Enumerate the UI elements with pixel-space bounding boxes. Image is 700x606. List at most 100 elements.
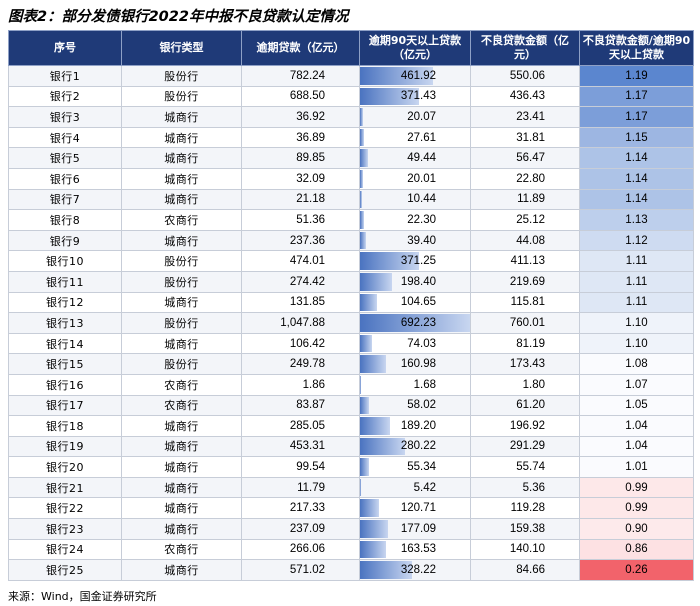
overdue-loan-cell: 274.42 — [241, 270, 360, 293]
overdue90-data-bar — [360, 520, 389, 538]
overdue90-data-bar — [360, 561, 413, 579]
overdue90-value: 328.22 — [400, 564, 436, 577]
overdue-loan-cell: 782.24 — [241, 65, 360, 87]
table-row: 银行7 城商行 21.18 10.44 11.89 1.14 — [8, 188, 694, 211]
overdue90-cell: 74.03 — [359, 332, 471, 355]
bank-name-cell: 银行25 — [8, 559, 122, 581]
overdue90-data-bar — [360, 437, 405, 456]
overdue90-cell: 461.92 — [359, 65, 471, 87]
bank-type-cell: 城商行 — [121, 229, 242, 252]
table-row: 银行6 城商行 32.09 20.01 22.80 1.14 — [8, 167, 694, 190]
npl-amount-cell: 219.69 — [470, 270, 580, 293]
table-row: 银行9 城商行 237.36 39.40 44.08 1.12 — [8, 229, 694, 252]
overdue-loan-cell: 1,047.88 — [241, 312, 360, 334]
bank-name-cell: 银行6 — [8, 167, 122, 190]
overdue90-data-bar — [360, 128, 365, 147]
ratio-cell: 1.04 — [579, 435, 694, 458]
bank-name-cell: 银行24 — [8, 538, 122, 561]
overdue90-value: 280.22 — [400, 440, 436, 453]
bank-type-cell: 城商行 — [121, 497, 242, 520]
overdue90-data-bar — [360, 272, 392, 291]
overdue-loan-cell: 21.18 — [241, 188, 360, 211]
bank-type-cell: 城商行 — [121, 456, 242, 478]
overdue90-value: 104.65 — [400, 296, 436, 309]
overdue90-cell: 22.30 — [359, 209, 471, 231]
overdue90-cell: 27.61 — [359, 126, 471, 149]
bank-name-cell: 银行13 — [8, 312, 122, 334]
table-row: 银行11 股份行 274.42 198.40 219.69 1.11 — [8, 270, 694, 293]
npl-amount-cell: 31.81 — [470, 126, 580, 149]
overdue90-data-bar — [360, 458, 369, 476]
bank-name-cell: 银行15 — [8, 353, 122, 375]
overdue90-value: 10.44 — [407, 193, 436, 206]
bank-type-cell: 城商行 — [121, 126, 242, 149]
ratio-cell: 1.01 — [579, 456, 694, 478]
header-cell: 不良贷款金额/逾期90天以上贷款 — [579, 30, 694, 66]
npl-amount-cell: 22.80 — [470, 167, 580, 190]
npl-amount-cell: 196.92 — [470, 415, 580, 437]
ratio-cell: 1.12 — [579, 229, 694, 252]
overdue-loan-cell: 571.02 — [241, 559, 360, 581]
npl-amount-cell: 291.29 — [470, 435, 580, 458]
overdue90-data-bar — [360, 211, 364, 229]
ratio-cell: 1.05 — [579, 394, 694, 417]
overdue90-data-bar — [360, 231, 367, 250]
overdue90-cell: 5.42 — [359, 476, 471, 499]
overdue90-value: 461.92 — [400, 69, 436, 82]
npl-amount-cell: 411.13 — [470, 250, 580, 272]
overdue-loan-cell: 36.89 — [241, 126, 360, 149]
overdue90-value: 55.34 — [407, 461, 436, 474]
overdue-loan-cell: 285.05 — [241, 415, 360, 437]
table-row: 银行16 农商行 1.86 1.68 1.80 1.07 — [8, 373, 694, 396]
ratio-cell: 0.99 — [579, 476, 694, 499]
bank-name-cell: 银行10 — [8, 250, 122, 272]
ratio-cell: 1.11 — [579, 250, 694, 272]
bank-name-cell: 银行1 — [8, 65, 122, 87]
ratio-cell: 1.17 — [579, 106, 694, 128]
table-row: 银行1 股份行 782.24 461.92 550.06 1.19 — [8, 65, 694, 87]
overdue90-cell: 328.22 — [359, 559, 471, 581]
overdue90-cell: 58.02 — [359, 394, 471, 417]
overdue90-data-bar — [360, 293, 377, 312]
ratio-cell: 0.90 — [579, 518, 694, 540]
table-row: 银行2 股份行 688.50 371.43 436.43 1.17 — [8, 85, 694, 108]
overdue90-data-bar — [360, 87, 420, 106]
npl-table: 序号 银行类型 逾期贷款（亿元） 逾期90天以上贷款（亿元） 不良贷款金额（亿元… — [8, 30, 694, 581]
overdue-loan-cell: 11.79 — [241, 476, 360, 499]
ratio-cell: 1.15 — [579, 126, 694, 149]
overdue90-value: 177.09 — [400, 522, 436, 535]
table-row: 银行10 股份行 474.01 371.25 411.13 1.11 — [8, 250, 694, 272]
overdue90-value: 692.23 — [400, 316, 436, 329]
table-row: 银行8 农商行 51.36 22.30 25.12 1.13 — [8, 209, 694, 231]
npl-amount-cell: 11.89 — [470, 188, 580, 211]
bank-name-cell: 银行4 — [8, 126, 122, 149]
overdue-loan-cell: 51.36 — [241, 209, 360, 231]
overdue-loan-cell: 32.09 — [241, 167, 360, 190]
overdue90-data-bar — [360, 478, 361, 497]
overdue-loan-cell: 453.31 — [241, 435, 360, 458]
bank-type-cell: 股份行 — [121, 270, 242, 293]
overdue90-cell: 39.40 — [359, 229, 471, 252]
npl-amount-cell: 61.20 — [470, 394, 580, 417]
bank-name-cell: 银行23 — [8, 518, 122, 540]
npl-amount-cell: 56.47 — [470, 147, 580, 169]
bank-type-cell: 农商行 — [121, 538, 242, 561]
overdue-loan-cell: 217.33 — [241, 497, 360, 520]
npl-amount-cell: 173.43 — [470, 353, 580, 375]
table-row: 银行17 农商行 83.87 58.02 61.20 1.05 — [8, 394, 694, 417]
overdue90-data-bar — [360, 190, 362, 209]
overdue90-data-bar — [360, 540, 386, 559]
bank-type-cell: 城商行 — [121, 435, 242, 458]
overdue90-value: 20.07 — [407, 110, 436, 123]
table-row: 银行4 城商行 36.89 27.61 31.81 1.15 — [8, 126, 694, 149]
overdue-loan-cell: 131.85 — [241, 291, 360, 314]
npl-amount-cell: 5.36 — [470, 476, 580, 499]
overdue90-cell: 160.98 — [359, 353, 471, 375]
overdue90-data-bar — [360, 396, 370, 415]
overdue-loan-cell: 99.54 — [241, 456, 360, 478]
overdue90-cell: 280.22 — [359, 435, 471, 458]
overdue90-cell: 10.44 — [359, 188, 471, 211]
overdue90-cell: 692.23 — [359, 312, 471, 334]
overdue90-data-bar — [360, 334, 372, 353]
overdue-loan-cell: 1.86 — [241, 373, 360, 396]
